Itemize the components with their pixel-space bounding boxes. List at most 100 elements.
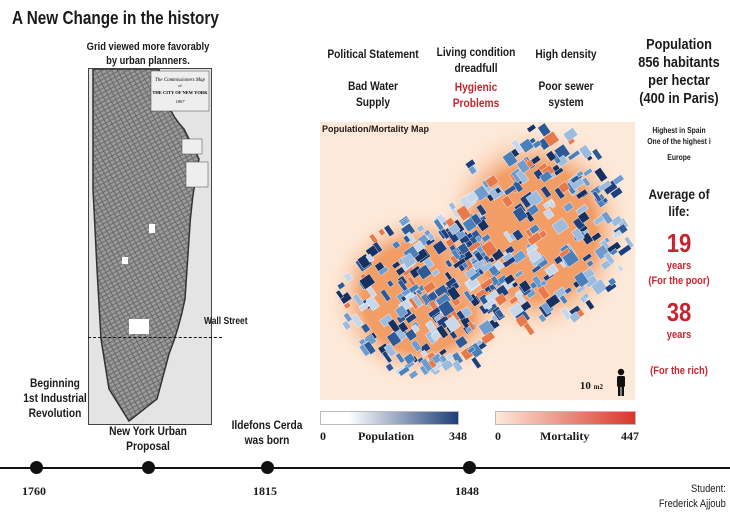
map-drawing (325, 122, 635, 387)
city-block (553, 143, 571, 161)
city-block (391, 240, 401, 250)
population-label: Population (358, 429, 415, 443)
city-block (336, 281, 346, 290)
map-title: of (178, 83, 182, 88)
scale-value: 10 (579, 380, 591, 392)
city-block (524, 210, 535, 223)
city-block (511, 228, 524, 242)
city-block (600, 210, 614, 225)
city-block (545, 150, 557, 162)
city-block (545, 293, 561, 309)
note-line: (For the poor) (648, 275, 710, 287)
note-line: system (548, 95, 584, 109)
city-block (480, 239, 499, 258)
city-block (438, 348, 448, 357)
city-block (577, 211, 591, 224)
city-block (452, 257, 467, 269)
city-block (582, 167, 594, 177)
map-title: The Commissioners Map (155, 78, 206, 83)
rich-life-years: years (666, 329, 692, 341)
city-block (407, 276, 417, 287)
poor-life-number: 19 (666, 228, 692, 258)
city-block (568, 311, 582, 324)
city-block (399, 217, 410, 227)
city-block (493, 259, 505, 271)
note-line: per hectar (648, 72, 710, 89)
note-political: Political Statement (327, 47, 419, 61)
city-block (352, 293, 365, 307)
poor-life-label: years (For the poor) (637, 259, 722, 289)
city-block (562, 127, 579, 142)
city-block (363, 340, 377, 355)
note-line: dreadfull (454, 61, 498, 75)
city-block (544, 263, 559, 278)
city-block (444, 315, 461, 333)
city-block (494, 292, 508, 307)
note-line: (400 in Paris) (639, 90, 719, 107)
note-living: Living condition dreadfull (425, 44, 527, 76)
city-block (395, 352, 406, 364)
city-block (420, 357, 433, 373)
city-block (537, 313, 547, 323)
city-block (451, 249, 461, 261)
note-line: One of the highest i (647, 137, 711, 146)
city-block (578, 144, 593, 160)
caption-line: Grid viewed more favorably (86, 41, 210, 53)
city-block (416, 224, 425, 233)
city-block (430, 330, 442, 342)
city-block (467, 165, 478, 176)
city-block (531, 264, 542, 274)
mortality-colorbar (495, 411, 636, 425)
year-1760: 1760 (22, 484, 46, 498)
city-block (440, 228, 451, 240)
city-block (581, 292, 590, 300)
city-block (560, 307, 573, 321)
city-block (567, 149, 581, 161)
city-block (482, 298, 495, 310)
city-block (616, 264, 625, 273)
rich-life-label: (For the rich) (650, 365, 708, 377)
city-block (358, 273, 376, 290)
city-block (422, 280, 437, 294)
city-block (562, 201, 575, 213)
city-block (386, 279, 395, 288)
city-block (410, 339, 423, 353)
city-block (431, 268, 440, 277)
event-line: New York Urban (109, 424, 187, 438)
map-title: THE CITY OF NEW YORK (152, 90, 208, 95)
city-block (400, 252, 417, 269)
city-block (444, 259, 453, 268)
city-block (448, 201, 457, 211)
city-block (591, 190, 603, 203)
city-block (581, 176, 591, 188)
city-block (501, 251, 514, 263)
population-mortality-map: Population/Mortality Map 10 m2 (320, 122, 635, 400)
mortality-label: Mortality (540, 429, 590, 443)
city-block (518, 279, 532, 293)
city-block (469, 271, 482, 282)
population-max: 348 (449, 429, 467, 443)
ny-caption: Grid viewed more favorably by urban plan… (80, 40, 216, 68)
city-block (466, 346, 476, 355)
city-block (408, 369, 419, 380)
city-block (494, 308, 505, 319)
city-block (515, 314, 529, 328)
city-block (397, 321, 409, 333)
city-block (575, 203, 589, 216)
city-block (386, 330, 402, 347)
city-block (426, 232, 436, 242)
city-block (454, 335, 469, 349)
population-min: 0 (320, 429, 326, 443)
city-block (466, 232, 474, 240)
city-block (405, 312, 418, 324)
ny-map-drawing: The Commissioners Map of THE CITY OF NEW… (89, 68, 211, 424)
city-block (433, 218, 445, 231)
event-label-cerda: Ildefons Cerda was born (216, 418, 318, 448)
note-hygienic: Hygienic Problems (425, 79, 527, 111)
city-block (335, 289, 344, 300)
city-block (383, 224, 395, 238)
city-block (419, 342, 432, 354)
city-block (411, 324, 420, 334)
event-line: Beginning (30, 376, 80, 390)
city-block (553, 255, 564, 265)
